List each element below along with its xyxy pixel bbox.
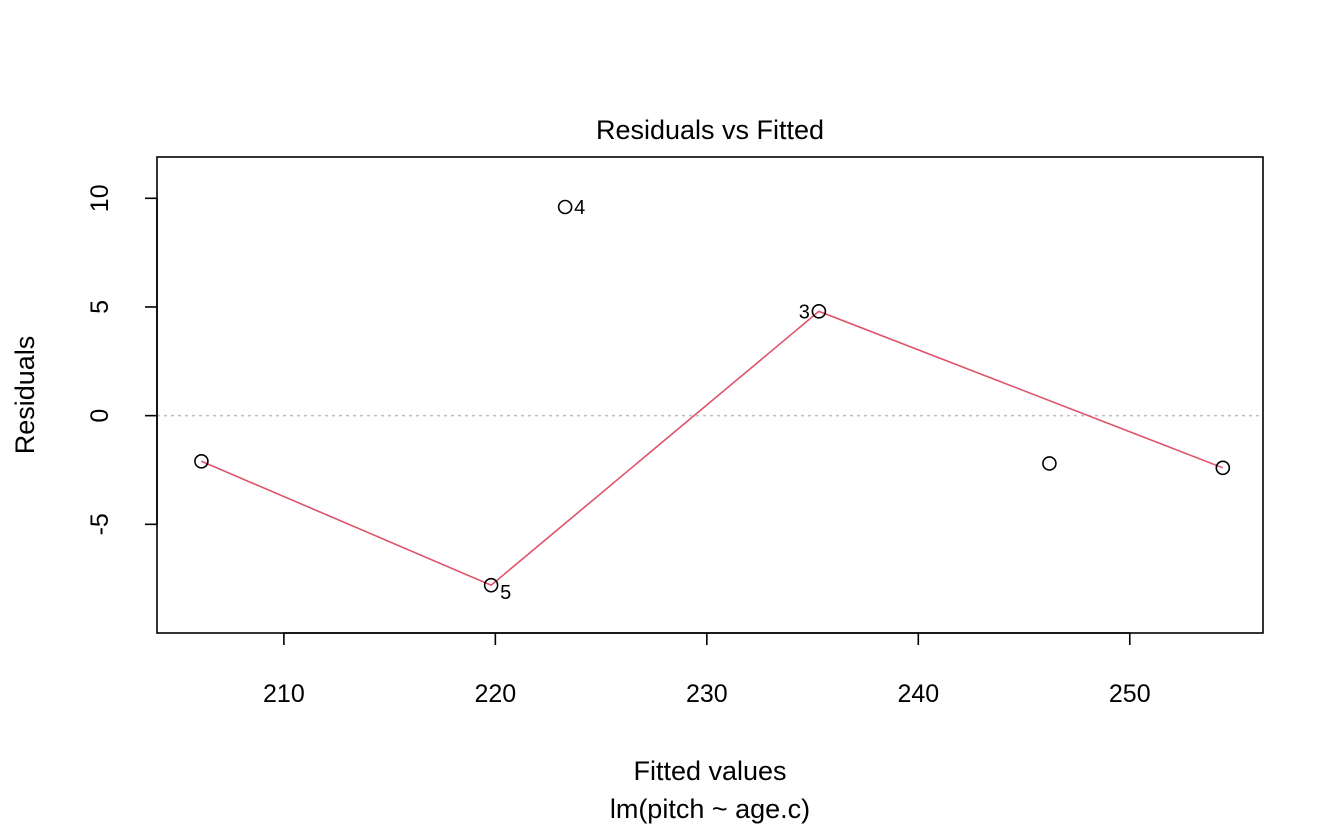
data-point [1215,460,1231,476]
data-point [811,304,827,319]
y-axis: -5 0 5 10 [86,184,158,535]
point-label: 5 [500,582,511,604]
y-tick-label: 10 [86,184,114,212]
x-axis-sublabel: lm(pitch ~ age.c) [610,794,810,824]
data-point [557,199,573,215]
point-label: 3 [799,301,810,323]
x-tick-label: 250 [1109,680,1151,708]
y-tick-label: -5 [86,513,114,535]
data-point [1042,456,1057,471]
y-axis-label: Residuals [10,336,40,455]
x-tick-label: 230 [686,680,728,708]
x-tick-label: 210 [263,680,305,708]
x-tick-label: 220 [474,680,516,708]
y-tick-label: 5 [86,300,114,314]
x-axis: 210 220 230 240 250 [263,632,1151,708]
x-tick-label: 240 [897,680,939,708]
x-axis-label: Fitted values [633,756,786,786]
plot-frame [156,156,1264,634]
data-points: 5 4 3 [194,197,1231,604]
y-tick-label: 0 [86,409,114,423]
chart-title: Residuals vs Fitted [596,115,824,145]
data-point [194,453,209,469]
data-point [483,577,499,593]
point-label: 4 [574,197,585,219]
smoother-line [201,310,1224,587]
